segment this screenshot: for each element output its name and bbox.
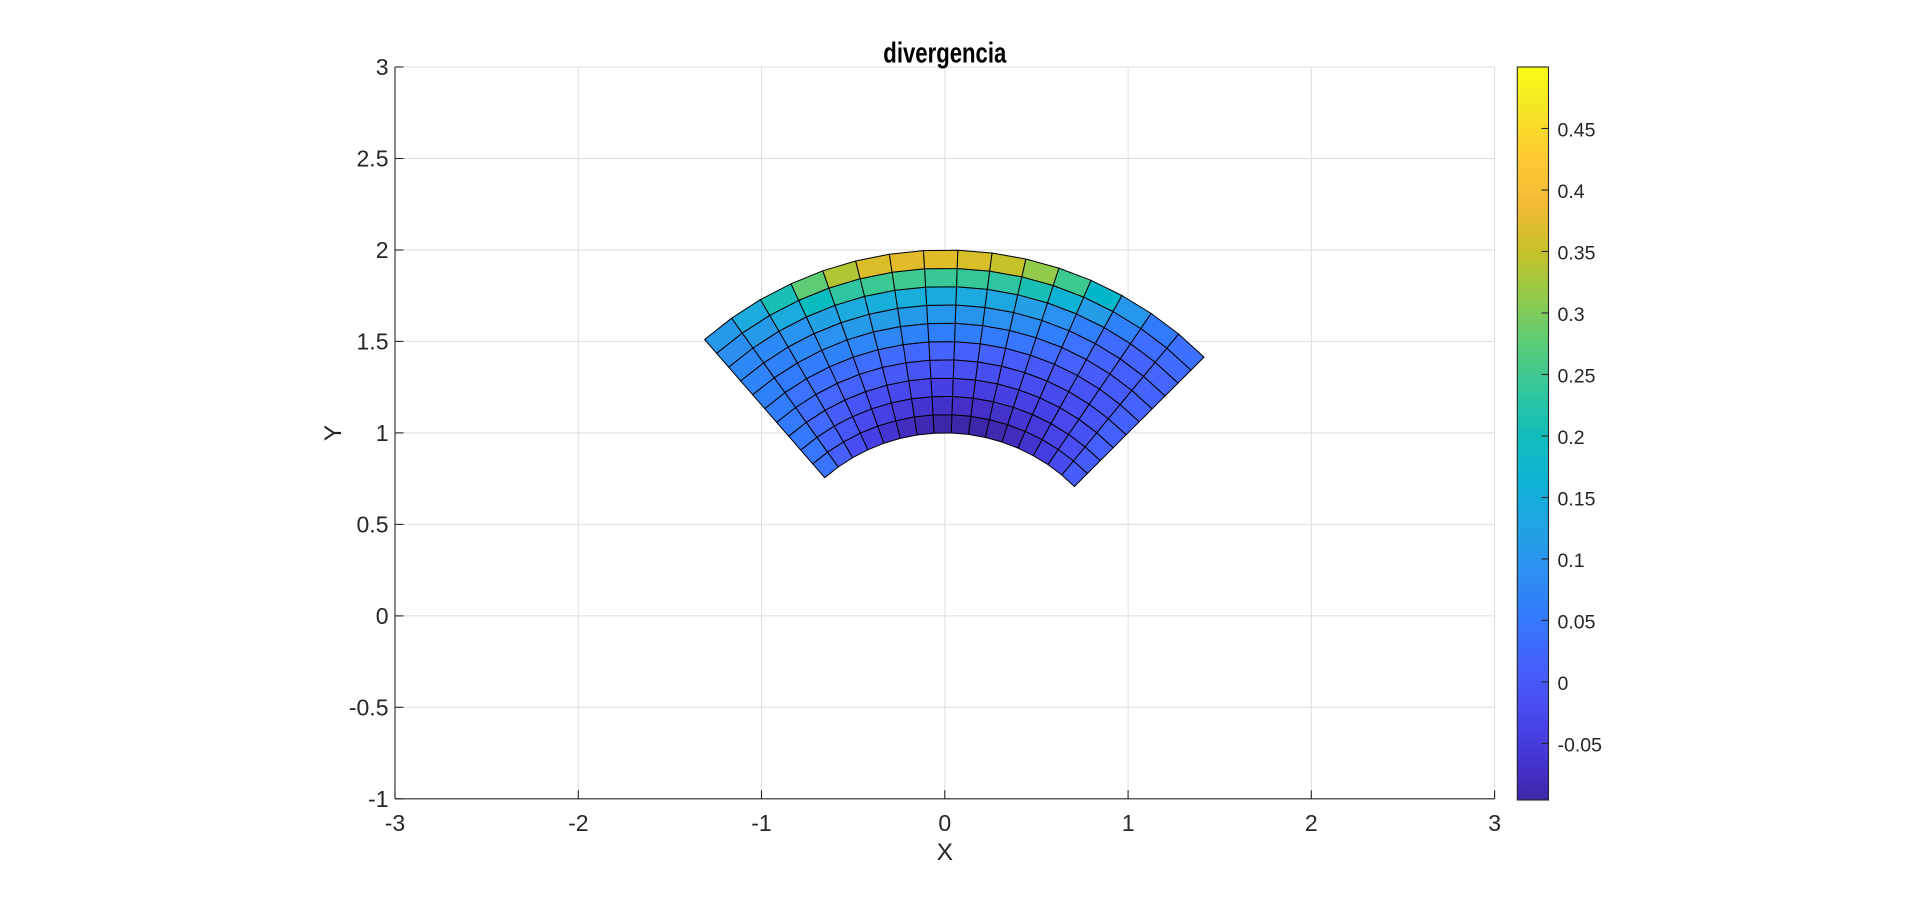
svg-text:X: X <box>937 839 953 866</box>
svg-text:divergencia: divergencia <box>883 38 1007 70</box>
svg-text:0.3: 0.3 <box>1558 304 1585 326</box>
svg-text:-1: -1 <box>368 786 388 812</box>
svg-text:-1: -1 <box>751 810 771 836</box>
svg-text:-2: -2 <box>568 810 588 836</box>
svg-text:-0.5: -0.5 <box>349 694 389 720</box>
svg-text:2.5: 2.5 <box>357 146 389 172</box>
svg-text:2: 2 <box>1305 810 1318 836</box>
svg-text:0.4: 0.4 <box>1558 181 1585 203</box>
svg-text:0: 0 <box>1558 673 1569 695</box>
svg-text:-0.05: -0.05 <box>1558 734 1603 756</box>
svg-text:1: 1 <box>376 420 389 446</box>
svg-text:0.35: 0.35 <box>1558 243 1596 265</box>
svg-text:0.1: 0.1 <box>1558 550 1585 572</box>
svg-text:3: 3 <box>376 54 389 80</box>
svg-text:0: 0 <box>376 603 389 629</box>
svg-text:0.05: 0.05 <box>1558 611 1596 633</box>
svg-text:Y: Y <box>320 425 347 441</box>
svg-text:0.15: 0.15 <box>1558 489 1596 511</box>
svg-text:3: 3 <box>1488 810 1501 836</box>
svg-text:1.5: 1.5 <box>357 328 389 354</box>
svg-text:0: 0 <box>938 810 951 836</box>
svg-text:1: 1 <box>1122 810 1135 836</box>
svg-text:0.5: 0.5 <box>357 511 389 537</box>
svg-text:0.2: 0.2 <box>1558 427 1585 449</box>
svg-text:0.45: 0.45 <box>1558 120 1596 142</box>
svg-text:0.25: 0.25 <box>1558 366 1596 388</box>
svg-text:2: 2 <box>376 237 389 263</box>
svg-text:-3: -3 <box>385 810 405 836</box>
